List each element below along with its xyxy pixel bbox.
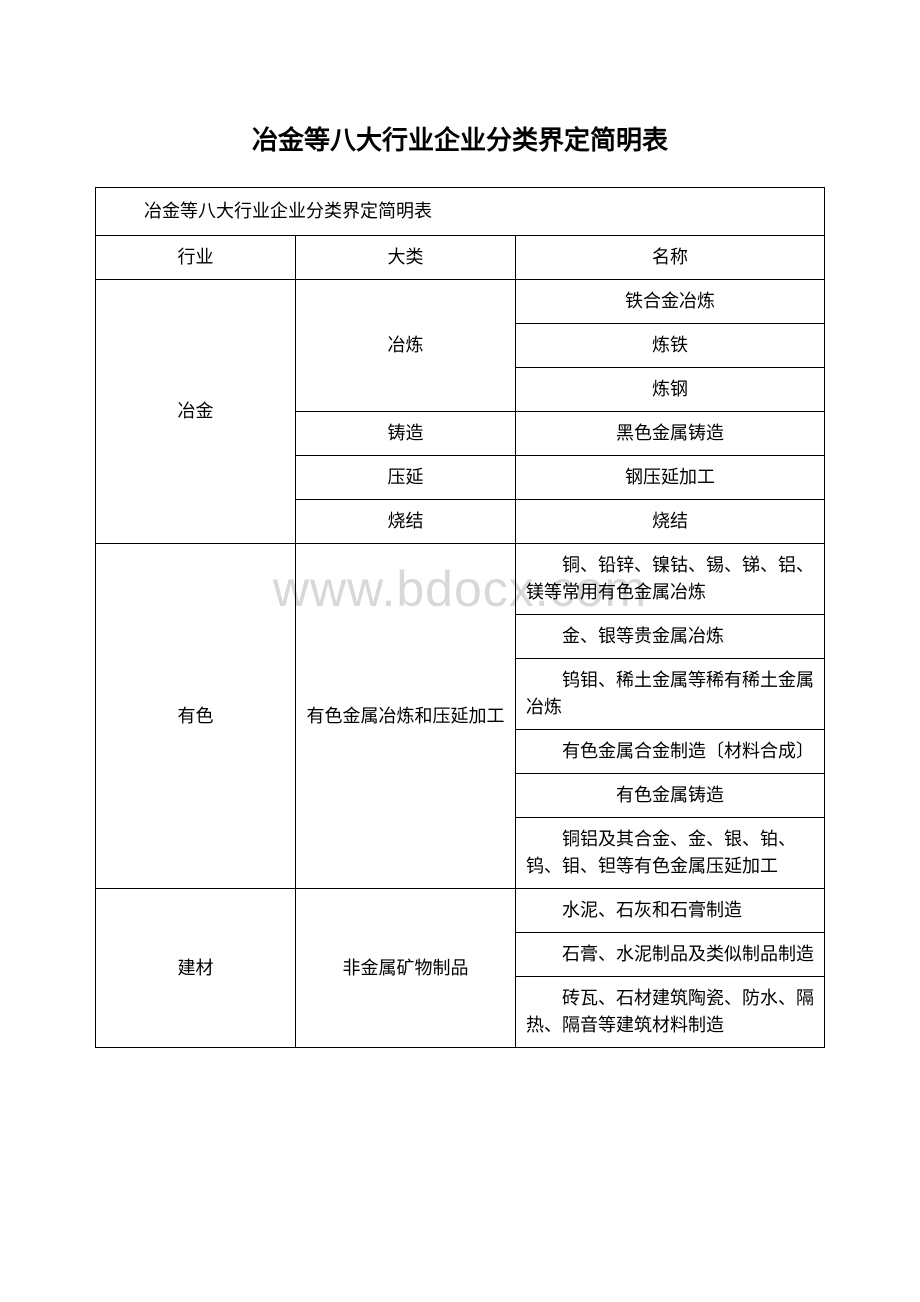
category-cell: 压延 xyxy=(296,456,516,500)
name-cell: 炼钢 xyxy=(516,368,825,412)
header-industry: 行业 xyxy=(96,236,296,280)
header-name: 名称 xyxy=(516,236,825,280)
name-cell: 铁合金冶炼 xyxy=(516,280,825,324)
name-cell: 有色金属铸造 xyxy=(516,774,825,818)
header-category: 大类 xyxy=(296,236,516,280)
industry-cell: 有色 xyxy=(96,544,296,889)
table-row: 冶金 冶炼 铁合金冶炼 xyxy=(96,280,825,324)
name-cell: 砖瓦、石材建筑陶瓷、防水、隔热、隔音等建筑材料制造 xyxy=(516,977,825,1048)
industry-cell: 冶金 xyxy=(96,280,296,544)
name-cell: 有色金属合金制造〔材料合成〕 xyxy=(516,730,825,774)
category-cell: 冶炼 xyxy=(296,280,516,412)
name-cell: 烧结 xyxy=(516,500,825,544)
name-cell: 钨钼、稀土金属等稀有稀土金属冶炼 xyxy=(516,659,825,730)
table-row: 建材 非金属矿物制品 水泥、石灰和石膏制造 xyxy=(96,889,825,933)
category-cell: 有色金属冶炼和压延加工 xyxy=(296,544,516,889)
table-caption-row: 冶金等八大行业企业分类界定简明表 xyxy=(96,188,825,236)
name-cell: 金、银等贵金属冶炼 xyxy=(516,615,825,659)
table-caption: 冶金等八大行业企业分类界定简明表 xyxy=(96,188,825,236)
category-cell: 非金属矿物制品 xyxy=(296,889,516,1048)
category-cell: 铸造 xyxy=(296,412,516,456)
table-row: 有色 有色金属冶炼和压延加工 铜、铅锌、镍钴、锡、锑、铝、镁等常用有色金属冶炼 xyxy=(96,544,825,615)
table-header-row: 行业 大类 名称 xyxy=(96,236,825,280)
category-cell: 烧结 xyxy=(296,500,516,544)
name-cell: 钢压延加工 xyxy=(516,456,825,500)
name-cell: 石膏、水泥制品及类似制品制造 xyxy=(516,933,825,977)
name-cell: 水泥、石灰和石膏制造 xyxy=(516,889,825,933)
classification-table: 冶金等八大行业企业分类界定简明表 行业 大类 名称 冶金 冶炼 铁合金冶炼 炼铁… xyxy=(95,187,825,1048)
name-cell: 铜、铅锌、镍钴、锡、锑、铝、镁等常用有色金属冶炼 xyxy=(516,544,825,615)
name-cell: 炼铁 xyxy=(516,324,825,368)
name-cell: 黑色金属铸造 xyxy=(516,412,825,456)
page-title: 冶金等八大行业企业分类界定简明表 xyxy=(95,120,825,157)
name-cell: 铜铝及其合金、金、银、铂、钨、钼、钽等有色金属压延加工 xyxy=(516,818,825,889)
industry-cell: 建材 xyxy=(96,889,296,1048)
